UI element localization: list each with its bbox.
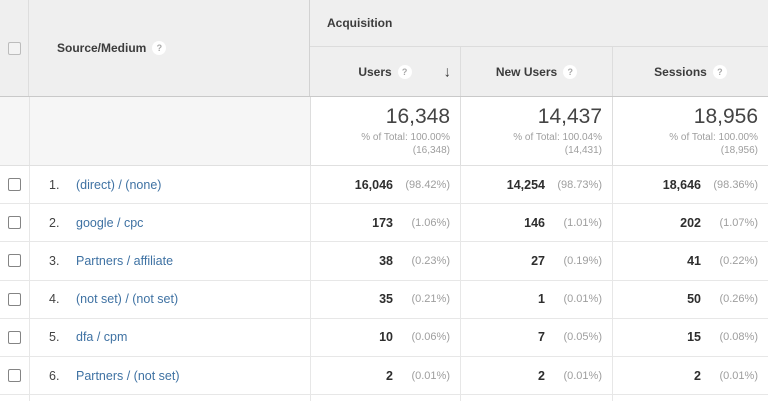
users-value: 2 — [386, 368, 393, 383]
table-header: Source/Medium ? Acquisition Users ? ↓ Ne… — [0, 0, 768, 97]
new-users-percent: (0.19%) — [563, 254, 602, 267]
sessions-percent: (0.26%) — [719, 293, 758, 306]
sessions-value: 18,646 — [662, 177, 701, 192]
source-medium-link[interactable]: Partners / (not set) — [76, 368, 180, 383]
users-percent: (0.06%) — [411, 331, 450, 344]
acquisition-header-group: Acquisition Users ? ↓ New Users ? Sessio… — [310, 0, 768, 96]
new-users-percent: (0.05%) — [563, 331, 602, 344]
source-medium-link[interactable]: (not set) / (not set) — [76, 292, 179, 307]
source-medium-link[interactable]: Partners / affiliate — [76, 253, 174, 268]
new-users-value: 7 — [538, 330, 545, 345]
row-checkbox[interactable] — [8, 292, 21, 306]
sessions-percent: (0.08%) — [719, 331, 758, 344]
totals-sessions-value: 18,956 — [693, 105, 758, 128]
totals-source-spacer — [29, 97, 310, 165]
users-value: 16,046 — [354, 177, 393, 192]
column-header-users[interactable]: Users ? ↓ — [310, 47, 460, 96]
totals-sessions-percent: % of Total: 100.00% — [669, 132, 758, 143]
new-users-value: 14,254 — [506, 177, 545, 192]
help-icon[interactable]: ? — [152, 41, 167, 55]
users-value: 35 — [379, 292, 393, 307]
select-all-cell — [0, 0, 29, 96]
totals-users-cell: 16,348 % of Total: 100.00% (16,348) — [310, 97, 460, 165]
totals-sessions-absolute: (18,956) — [720, 145, 758, 156]
totals-checkbox-spacer — [0, 97, 29, 165]
row-checkbox[interactable] — [8, 330, 21, 344]
row-index: 6. — [49, 368, 60, 383]
new-users-percent: (0.01%) — [563, 369, 602, 382]
users-value: 173 — [372, 215, 393, 230]
sessions-value: 202 — [680, 215, 701, 230]
new-users-label: New Users — [495, 64, 558, 79]
table-row: 3. Partners / affiliate 38 (0.23%) 27 (0.1… — [0, 242, 768, 281]
users-percent: (0.21%) — [411, 293, 450, 306]
column-header-source-medium[interactable]: Source/Medium ? — [29, 0, 309, 96]
column-header-new-users[interactable]: New Users ? — [460, 47, 612, 96]
row-checkbox[interactable] — [8, 369, 21, 383]
row-index: 3. — [49, 253, 60, 268]
users-value: 10 — [379, 330, 393, 345]
sort-descending-icon[interactable]: ↓ — [443, 63, 452, 80]
select-all-checkbox[interactable] — [7, 41, 21, 55]
row-index: 1. — [49, 177, 60, 192]
table-row: 5. dfa / cpm 10 (0.06%) 7 (0.05%) 15 (0.08%… — [0, 318, 768, 357]
table-row: 1. (direct) / (none) 16,046 (98.42%) 14,2… — [0, 166, 768, 205]
sessions-value: 50 — [687, 292, 701, 307]
totals-new-users-cell: 14,437 % of Total: 100.04% (14,431) — [460, 97, 612, 165]
metric-header-row: Users ? ↓ New Users ? Sessions ? — [310, 47, 768, 96]
acquisition-label: Acquisition — [327, 16, 393, 30]
source-medium-label: Source/Medium — [57, 41, 147, 55]
row-index: 5. — [49, 330, 60, 345]
totals-users-absolute: (16,348) — [412, 145, 450, 156]
new-users-value: 1 — [538, 292, 545, 307]
new-users-value: 146 — [524, 215, 545, 230]
totals-row: 16,348 % of Total: 100.00% (16,348) 14,4… — [0, 97, 768, 166]
help-icon[interactable]: ? — [712, 64, 727, 79]
table-row: 4. (not set) / (not set) 35 (0.21%) 1 (0.0… — [0, 280, 768, 319]
sessions-percent: (98.36%) — [713, 178, 758, 191]
totals-new-users-percent: % of Total: 100.04% — [513, 132, 602, 143]
new-users-value: 27 — [531, 253, 545, 268]
sessions-percent: (0.01%) — [719, 369, 758, 382]
sessions-value: 15 — [687, 330, 701, 345]
row-checkbox[interactable] — [8, 178, 21, 192]
new-users-percent: (1.01%) — [563, 216, 602, 229]
new-users-percent: (98.73%) — [557, 178, 602, 191]
row-checkbox[interactable] — [8, 254, 21, 268]
source-medium-link[interactable]: dfa / cpm — [76, 330, 128, 345]
sessions-percent: (1.07%) — [719, 216, 758, 229]
totals-new-users-value: 14,437 — [537, 105, 602, 128]
users-label: Users — [358, 64, 392, 79]
sessions-value: 2 — [694, 368, 701, 383]
table-row: 6. Partners / (not set) 2 (0.01%) 2 (0.01%… — [0, 356, 768, 396]
users-percent: (0.01%) — [411, 369, 450, 382]
sessions-value: 41 — [687, 253, 701, 268]
column-header-sessions[interactable]: Sessions ? — [612, 47, 768, 96]
row-checkbox[interactable] — [8, 216, 21, 230]
source-medium-link[interactable]: google / cpc — [76, 215, 144, 230]
users-value: 38 — [379, 253, 393, 268]
users-percent: (0.23%) — [411, 254, 450, 267]
help-icon[interactable]: ? — [397, 64, 412, 79]
sessions-percent: (0.22%) — [719, 254, 758, 267]
row-index: 2. — [49, 215, 60, 230]
source-medium-link[interactable]: (direct) / (none) — [76, 177, 162, 192]
totals-users-value: 16,348 — [385, 105, 450, 128]
new-users-percent: (0.01%) — [563, 293, 602, 306]
column-group-acquisition: Acquisition — [310, 0, 768, 47]
sessions-label: Sessions — [654, 64, 707, 79]
totals-new-users-absolute: (14,431) — [564, 145, 602, 156]
users-percent: (1.06%) — [411, 216, 450, 229]
totals-sessions-cell: 18,956 % of Total: 100.00% (18,956) — [612, 97, 768, 165]
row-index: 4. — [49, 292, 60, 307]
table-tail — [0, 395, 768, 402]
totals-users-percent: % of Total: 100.00% — [361, 132, 450, 143]
new-users-value: 2 — [538, 368, 545, 383]
table-row: 2. google / cpc 173 (1.06%) 146 (1.01%) 20… — [0, 204, 768, 243]
source-medium-header-cell: Source/Medium ? — [0, 0, 310, 96]
users-percent: (98.42%) — [405, 178, 450, 191]
help-icon[interactable]: ? — [563, 64, 578, 79]
